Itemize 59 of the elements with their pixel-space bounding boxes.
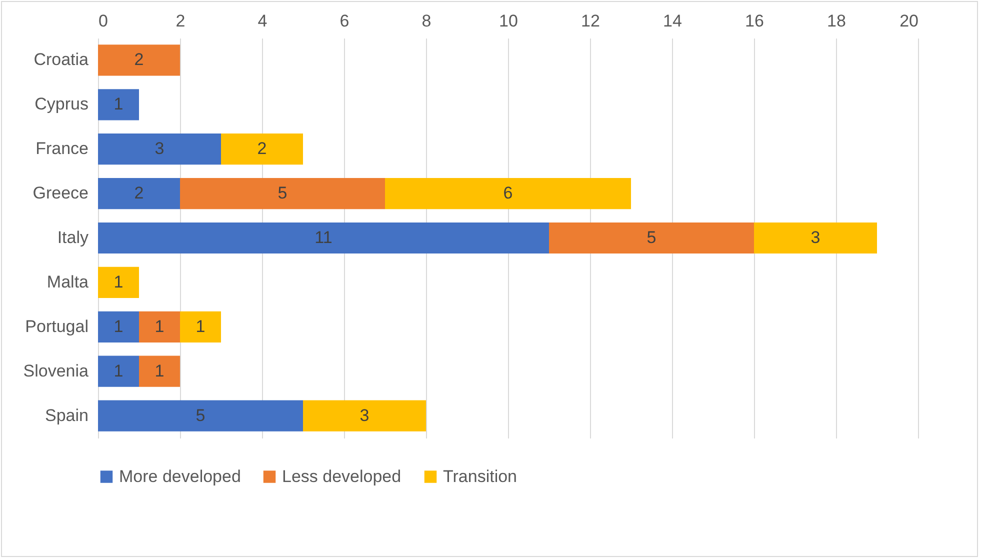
y-tick-label: Italy (57, 228, 89, 247)
data-label: 3 (154, 139, 164, 158)
bar (98, 266, 139, 298)
y-tick-label: Spain (45, 406, 88, 425)
y-tick-label: Cyprus (34, 94, 88, 114)
bar (221, 134, 303, 165)
data-label: 2 (257, 139, 267, 158)
bar (98, 222, 549, 254)
bar (139, 311, 180, 342)
bar (98, 178, 180, 210)
data-label: 3 (360, 406, 370, 425)
bar (98, 44, 180, 76)
data-label: 5 (196, 406, 206, 425)
bar (180, 178, 385, 210)
bar (139, 356, 180, 387)
data-label: 1 (114, 94, 124, 114)
bar (385, 178, 631, 210)
data-label: 3 (810, 228, 820, 247)
x-tick-label: 12 (581, 12, 600, 30)
x-tick-label: 10 (499, 12, 518, 30)
data-label: 5 (646, 228, 656, 247)
y-tick-label: France (36, 139, 88, 158)
legend-label: Less developed (282, 466, 402, 486)
data-label: 6 (503, 184, 513, 203)
x-tick-label: 2 (176, 12, 186, 30)
x-tick-label: 0 (98, 12, 108, 30)
x-tick-label: 16 (745, 12, 764, 30)
data-label: 2 (134, 50, 144, 70)
bar (549, 222, 754, 254)
x-tick-label: 20 (900, 12, 918, 30)
bar (754, 222, 877, 254)
y-tick-label: Croatia (34, 50, 90, 70)
bar (98, 134, 221, 165)
data-label: 1 (154, 316, 164, 336)
data-label: 1 (114, 361, 124, 380)
y-tick-label: Malta (46, 272, 90, 292)
y-tick-label: Greece (32, 184, 88, 203)
legend-label: More developed (119, 466, 241, 486)
data-label: 1 (154, 361, 164, 380)
bar (180, 311, 221, 342)
data-label: 5 (278, 184, 288, 203)
data-label: 11 (314, 228, 332, 247)
data-label: 1 (196, 316, 206, 336)
y-tick-label: Portugal (25, 316, 88, 336)
x-tick-label: 14 (663, 12, 682, 30)
x-tick-label: 4 (258, 12, 268, 30)
bar (98, 356, 139, 387)
legend-label: Transition (443, 466, 518, 486)
bar (98, 311, 139, 342)
bar (98, 89, 139, 120)
data-label: 1 (114, 316, 124, 336)
data-label: 2 (134, 184, 144, 203)
x-tick-label: 18 (827, 12, 846, 30)
y-tick-label: Slovenia (23, 361, 90, 380)
bar (98, 400, 303, 432)
x-tick-label: 6 (340, 12, 350, 30)
bar (303, 400, 426, 432)
data-label: 1 (114, 272, 124, 292)
x-tick-label: 8 (422, 12, 432, 30)
